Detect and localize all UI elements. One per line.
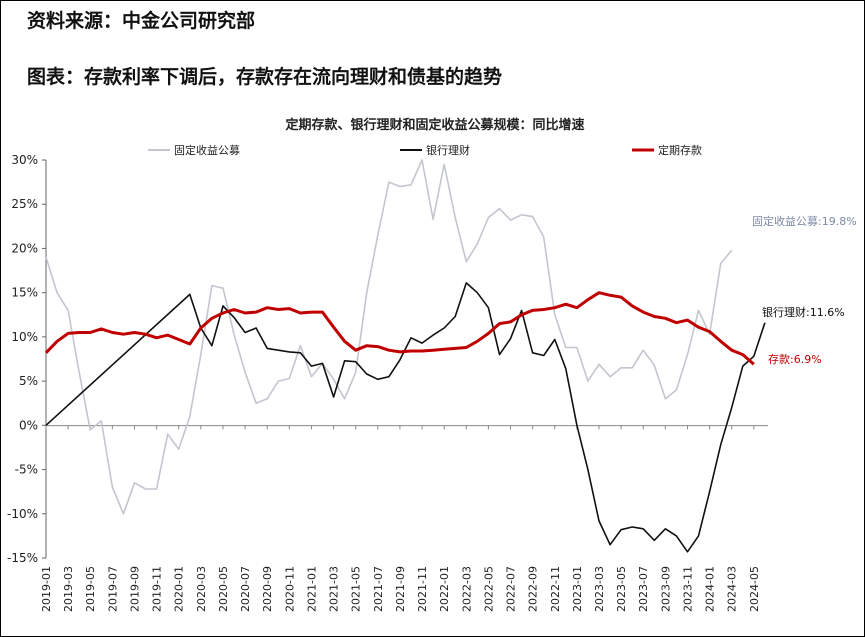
source-note: 资料来源：中金公司研究部 [27, 10, 256, 32]
x-tick-label: 2024-01 [704, 566, 717, 612]
y-tick-label: -5% [15, 463, 38, 477]
x-tick-label: 2020-07 [239, 566, 252, 612]
end-label-time-deposit: 存款:6.9% [768, 352, 822, 366]
axes [45, 160, 768, 558]
x-tick-label: 2020-01 [173, 566, 186, 612]
y-tick-label: -10% [7, 507, 38, 521]
x-tick-label: 2022-11 [549, 566, 562, 612]
x-tick-label: 2020-03 [195, 566, 208, 612]
x-tick-label: 2020-05 [217, 566, 230, 612]
series-line-fixed-income [45, 159, 733, 515]
x-tick-label: 2019-07 [106, 566, 119, 612]
x-tick-label: 2024-03 [726, 566, 739, 612]
x-tick-label: 2021-05 [350, 566, 363, 612]
chart-title: 定期存款、银行理财和固定收益公募规模：同比增速 [284, 117, 584, 133]
x-tick-label: 2022-01 [438, 566, 451, 612]
y-tick-label: 15% [11, 286, 38, 300]
legend-label-fixed-income: 固定收益公募 [174, 143, 240, 157]
y-tick-label: 20% [11, 241, 38, 255]
x-tick-label: 2023-01 [571, 566, 584, 612]
end-label-fixed-income: 固定收益公募:19.8% [752, 214, 857, 228]
x-tick-label: 2022-09 [527, 566, 540, 612]
end-labels: 固定收益公募:19.8% 银行理财:11.6% 存款:6.9% [752, 214, 857, 366]
x-tick-label: 2019-03 [62, 566, 75, 612]
x-tick-label: 2021-07 [372, 566, 385, 612]
x-tick-label: 2020-09 [261, 566, 274, 612]
series-line-time-deposit [44, 291, 755, 366]
legend-label-wealth-mgmt: 银行理财 [426, 143, 470, 157]
y-tick-label: 5% [19, 374, 38, 388]
figure-title: 图表：存款利率下调后，存款存在流向理财和债基的趋势 [27, 66, 503, 88]
y-tick-label: 25% [11, 197, 38, 211]
x-tick-label: 2021-09 [394, 566, 407, 612]
y-tick-label: -15% [7, 551, 38, 565]
x-tick-label: 2020-11 [283, 566, 296, 612]
x-tick-label: 2021-11 [416, 566, 429, 612]
x-tick-label: 2021-03 [328, 566, 341, 612]
x-tick-label: 2023-11 [681, 566, 694, 612]
y-ticks: 30% 25% 20% 15% 10% 5% 0% -5% -10% -15% [7, 153, 46, 565]
x-tick-label: 2019-01 [40, 566, 53, 612]
x-tick-label: 2019-05 [84, 566, 97, 612]
series-line-wealth-mgmt [45, 282, 766, 553]
legend: 固定收益公募 银行理财 定期存款 [148, 143, 702, 157]
y-tick-label: 30% [11, 153, 38, 167]
y-tick-label: 0% [19, 418, 38, 432]
end-label-wealth-mgmt: 银行理财:11.6% [762, 305, 845, 319]
x-ticks: 2019-01 2019-03 2019-05 2019-07 2019-09 2019-… [40, 425, 761, 612]
x-tick-label: 2024-05 [748, 566, 761, 612]
x-tick-label: 2021-01 [305, 566, 318, 612]
x-tick-label: 2023-05 [615, 566, 628, 612]
x-tick-label: 2022-05 [482, 566, 495, 612]
series-group [44, 159, 766, 553]
y-tick-label: 10% [11, 330, 38, 344]
x-tick-label: 2019-09 [128, 566, 141, 612]
x-tick-label: 2023-03 [593, 566, 606, 612]
legend-label-time-deposit: 定期存款 [658, 143, 702, 157]
x-tick-label: 2022-03 [460, 566, 473, 612]
x-tick-label: 2019-11 [151, 566, 164, 612]
x-tick-label: 2022-07 [505, 566, 518, 612]
x-tick-label: 2023-07 [637, 566, 650, 612]
x-tick-label: 2023-09 [659, 566, 672, 612]
